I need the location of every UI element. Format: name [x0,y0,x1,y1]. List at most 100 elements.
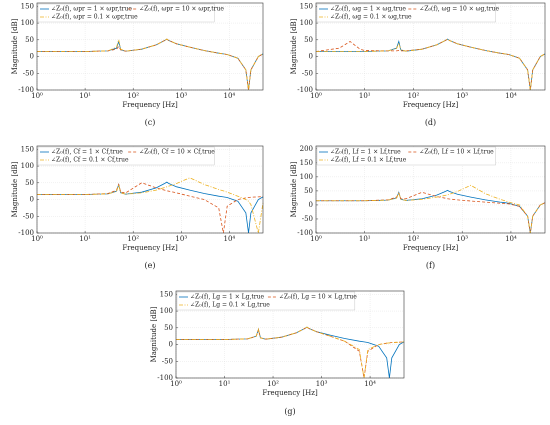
legend-box [37,3,215,23]
x-tick-label: 10² [408,235,420,243]
y-tick-label: 200 [300,145,313,153]
legend-label: ∠Z₀(f), ωpr = 0.1 × ωpr,true [51,14,138,21]
y-tick-label: -50 [23,212,34,220]
x-tick-label: 10² [127,92,139,100]
y-tick-label: 50 [304,187,313,195]
y-tick-label: 100 [21,162,34,170]
y-axis-label: Magnitude [dB] [11,161,19,217]
axes-frame [36,145,264,234]
axes-frame [175,290,405,379]
legend-label: ∠Z₀(f), Lf = 10 × Lf,true [419,149,494,156]
y-tick-label: 0 [30,53,34,61]
legend-label: ∠Z₀(f), Lg = 1 × Lg,true [190,294,265,301]
series-line [316,38,546,91]
x-tick-label: 10³ [316,380,328,388]
y-tick-label: 50 [25,179,34,187]
axes-frame [315,145,546,234]
series-line [37,177,264,234]
x-tick-label: 10¹ [79,235,91,243]
x-tick-label: 10⁴ [505,235,517,243]
y-tick-label: -100 [297,86,313,94]
legend-label: ∠Z₀(f), Lg = 10 × Lg,true [279,294,357,301]
y-tick-label: -50 [162,357,173,365]
legend-label: ∠Z₀(f), Lg = 0.1 × Lg,true [190,302,270,309]
caption: (e) [145,261,156,270]
axes-frame [315,2,546,91]
y-axis-label: Magnitude [dB] [150,306,158,362]
x-tick-label: 10⁴ [224,235,236,243]
y-tick-label: -50 [23,69,34,77]
y-axis-label: Magnitude [dB] [290,161,298,217]
x-tick-label: 10³ [175,92,187,100]
x-tick-label: 10⁰ [170,380,182,388]
y-tick-label: 150 [21,2,34,10]
legend-label: ∠Z₀(f), Cf = 10 × Cf,true [139,149,215,156]
x-axis-label: Frequency [Hz] [262,389,318,397]
x-tick-label: 10⁰ [310,92,322,100]
caption: (c) [145,118,156,127]
legend-box [37,146,215,166]
y-tick-label: -100 [297,229,313,237]
y-tick-label: 100 [300,19,313,27]
x-tick-label: 10⁰ [310,235,322,243]
legend-label: ∠Z₀(f), ωg = 0.1 × ωg,true [330,14,412,21]
y-tick-label: 0 [309,201,313,209]
legend-label: ∠Z₀(f), ωpr = 1 × ωpr,true [51,6,132,13]
x-tick-label: 10² [127,235,139,243]
x-axis-label: Frequency [Hz] [122,101,178,109]
caption: (d) [425,118,436,127]
x-tick-label: 10³ [175,235,187,243]
x-tick-label: 10² [267,380,279,388]
x-tick-label: 10⁰ [31,92,43,100]
x-tick-label: 10⁴ [224,92,236,100]
x-tick-label: 10⁴ [505,92,517,100]
y-tick-label: 50 [304,36,313,44]
series-line [37,38,264,91]
x-tick-label: 10¹ [359,92,371,100]
legend-box [316,3,496,23]
legend-label: ∠Z₀(f), ωg = 10 × ωg,true [419,6,499,13]
x-tick-label: 10⁰ [31,235,43,243]
x-tick-label: 10² [408,92,420,100]
x-tick-label: 10¹ [219,380,231,388]
y-tick-label: -100 [18,86,34,94]
legend-box [316,146,496,166]
x-axis-label: Frequency [Hz] [122,244,178,252]
y-tick-label: 150 [21,145,34,153]
axes-frame [36,2,264,91]
legend-label: ∠Z₀(f), ωpr = 10 × ωpr,true [139,6,224,13]
legend-label: ∠Z₀(f), ωg = 1 × ωg,true [330,6,406,13]
legend-box [176,291,356,311]
caption: (g) [284,407,295,416]
y-axis-label: Magnitude [dB] [290,18,298,74]
y-tick-label: 50 [164,324,173,332]
legend-label: ∠Z₀(f), Lf = 0.1 × Lf,true [330,157,407,164]
x-tick-label: 10¹ [79,92,91,100]
y-tick-label: 100 [300,173,313,181]
x-axis-label: Frequency [Hz] [403,101,459,109]
series-line [176,326,405,379]
y-tick-label: 150 [300,159,313,167]
legend-label: ∠Z₀(f), Cf = 0.1 × Cf,true [51,157,129,164]
y-tick-label: -50 [302,215,313,223]
y-tick-label: 0 [169,341,173,349]
x-tick-label: 10³ [456,235,468,243]
legend-label: ∠Z₀(f), Cf = 1 × Cf,true [51,149,123,156]
caption: (f) [426,261,435,270]
y-tick-label: 150 [300,2,313,10]
legend-label: ∠Z₀(f), Lf = 1 × Lf,true [330,149,401,156]
y-tick-label: -100 [18,229,34,237]
y-tick-label: -100 [157,374,173,382]
y-tick-label: -50 [302,69,313,77]
y-tick-label: 100 [160,307,173,315]
x-tick-label: 10⁴ [364,380,376,388]
y-tick-label: 0 [309,53,313,61]
x-tick-label: 10¹ [359,235,371,243]
y-axis-label: Magnitude [dB] [11,18,19,74]
x-tick-label: 10³ [456,92,468,100]
y-tick-label: 100 [21,19,34,27]
y-tick-label: 50 [25,36,34,44]
x-axis-label: Frequency [Hz] [403,244,459,252]
series-line [316,184,546,234]
